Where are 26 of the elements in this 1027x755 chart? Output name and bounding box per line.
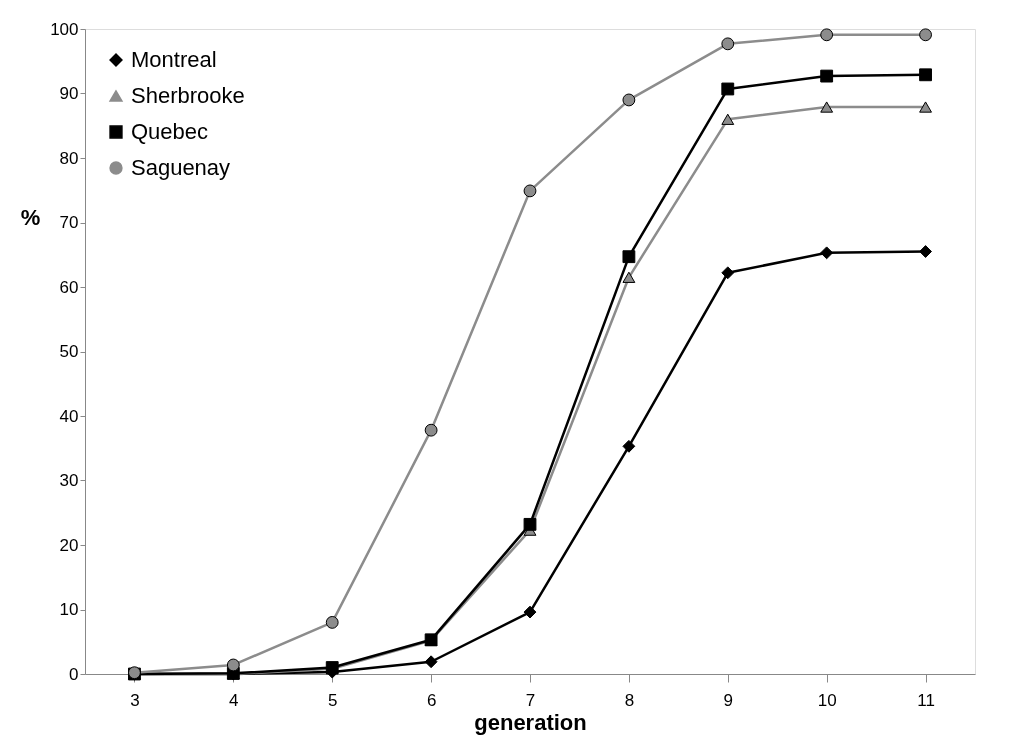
legend-label: Sherbrooke <box>131 83 245 108</box>
y-tick-label: 40 <box>59 406 79 426</box>
x-tick-label: 4 <box>229 690 239 710</box>
y-tick-label: 80 <box>59 148 79 168</box>
x-tick-label: 6 <box>426 690 437 710</box>
legend-label: Saguenay <box>131 155 231 180</box>
x-tick-label: 11 <box>917 690 935 710</box>
y-axis-title: % <box>20 204 41 230</box>
y-tick-label: 30 <box>59 471 79 490</box>
x-tick-label: 10 <box>817 690 837 710</box>
x-tick-label: 5 <box>327 690 338 710</box>
y-tick-label: 90 <box>59 84 79 103</box>
legend-label: Montreal <box>131 47 217 72</box>
y-tick-label: 70 <box>59 213 79 232</box>
y-tick-label: 10 <box>59 600 79 619</box>
y-tick-label: 100 <box>50 19 79 39</box>
x-tick-label: 8 <box>624 690 635 710</box>
x-tick-label: 7 <box>525 690 536 710</box>
y-tick-label: 20 <box>59 535 79 555</box>
y-tick-label: 0 <box>69 664 79 684</box>
x-tick-label: 9 <box>723 690 734 710</box>
y-tick-label: 50 <box>59 342 79 361</box>
legend-label: Quebec <box>131 119 209 144</box>
x-axis-title: generation <box>474 709 587 735</box>
y-tick-label: 60 <box>59 277 79 297</box>
x-tick-label: 3 <box>130 690 140 710</box>
